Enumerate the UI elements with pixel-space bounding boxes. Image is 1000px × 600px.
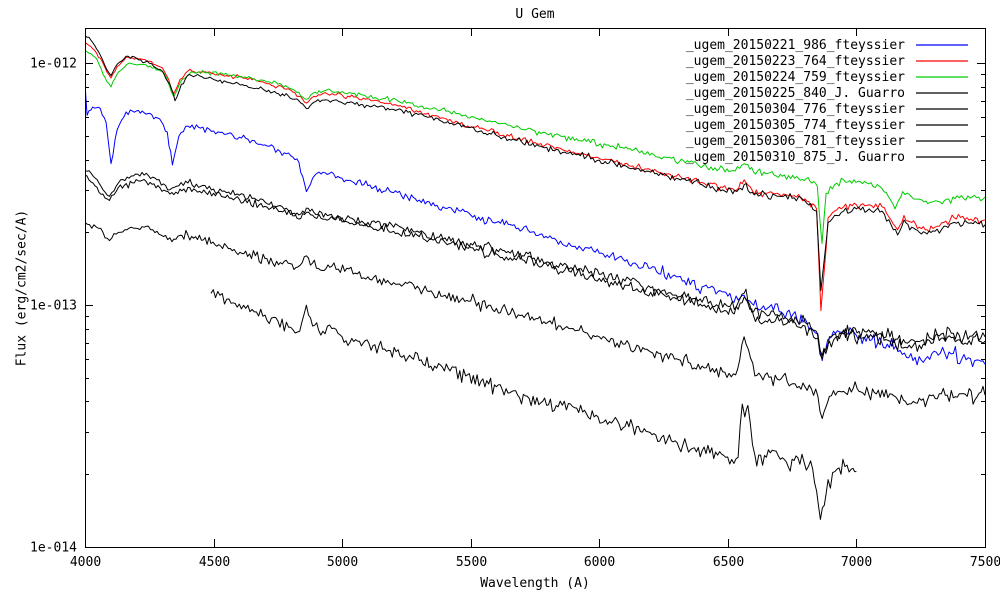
legend-label: _ugem_20150225_840_J. Guarro xyxy=(686,86,905,101)
legend-entry: _ugem_20150305_774_fteyssier xyxy=(686,118,968,133)
x-tick-label: 7500 xyxy=(970,555,1000,570)
legend-label: _ugem_20150304_776_fteyssier xyxy=(686,102,905,117)
x-tick-label: 5000 xyxy=(327,555,358,570)
x-tick-label: 7000 xyxy=(841,555,872,570)
legend-label: _ugem_20150223_764_fteyssier xyxy=(686,54,905,69)
legend-entry: _ugem_20150310_875_J. Guarro xyxy=(686,150,968,165)
y-axis-label: Flux (erg/cm2/sec/A) xyxy=(14,209,30,367)
spectrum-curve-8 xyxy=(210,289,857,520)
spectrum-curve-4 xyxy=(85,35,985,291)
x-axis-label: Wavelength (A) xyxy=(480,576,590,591)
chart-title: U Gem xyxy=(515,7,555,22)
y-tick-label: 1e-014 xyxy=(30,541,77,556)
legend-label: _ugem_20150221_986_fteyssier xyxy=(686,38,905,53)
y-tick-label: 1e-013 xyxy=(30,299,77,314)
legend-label: _ugem_20150306_781_fteyssier xyxy=(686,134,905,149)
legend-entry: _ugem_20150223_764_fteyssier xyxy=(686,54,968,69)
legend: _ugem_20150221_986_fteyssier_ugem_201502… xyxy=(686,38,968,165)
legend-label: _ugem_20150310_875_J. Guarro xyxy=(686,150,905,165)
axis-labels-layer: 4000 4500 5000 5500 6000 6500 7000 7500 1e-012 1e… xyxy=(30,57,1000,571)
spectrum-curve-7 xyxy=(85,222,985,419)
spectrum-curve-2 xyxy=(85,42,985,312)
y-tick-label: 1e-012 xyxy=(30,57,77,72)
legend-label: _ugem_20150305_774_fteyssier xyxy=(686,118,905,133)
x-tick-label: 6500 xyxy=(713,555,744,570)
legend-entry: _ugem_20150306_781_fteyssier xyxy=(686,134,968,149)
curves-layer xyxy=(85,35,985,520)
legend-entry: _ugem_20150224_759_fteyssier xyxy=(686,70,968,85)
spectrum-curve-5 xyxy=(85,170,985,356)
legend-entry: _ugem_20150304_776_fteyssier xyxy=(686,102,968,117)
x-tick-label: 4500 xyxy=(199,555,230,570)
x-tick-label: 4000 xyxy=(70,555,101,570)
x-tick-label: 5500 xyxy=(456,555,487,570)
axes-layer xyxy=(85,28,986,548)
legend-entry: _ugem_20150221_986_fteyssier xyxy=(686,38,968,53)
legend-entry: _ugem_20150225_840_J. Guarro xyxy=(686,86,968,101)
legend-label: _ugem_20150224_759_fteyssier xyxy=(686,70,905,85)
x-tick-label: 6000 xyxy=(584,555,615,570)
spectrum-curve-3 xyxy=(85,50,985,244)
plot-border xyxy=(85,28,986,548)
spectrum-curve-6 xyxy=(85,174,985,360)
